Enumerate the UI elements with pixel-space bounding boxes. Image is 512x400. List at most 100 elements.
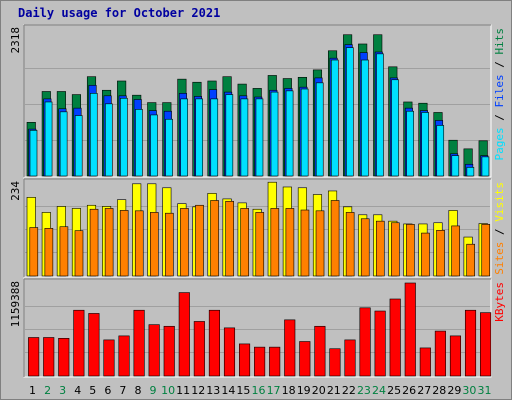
bar-sites-day-27 [421,232,430,277]
bar-kbytes-day-2 [43,337,55,377]
bar-pages-day-28 [436,125,445,177]
day-label-12: 12 [191,384,205,397]
bar-kbytes-day-3 [58,337,70,377]
panel-3: 1159388 KBytes [9,278,506,378]
day-label-7: 7 [119,384,126,397]
bar-sites-day-22 [345,212,355,277]
bar-pages-day-12 [195,98,204,177]
bar-sites-day-11 [180,208,189,277]
bar-kbytes-day-28 [434,330,446,377]
bar-kbytes-day-1 [28,337,40,377]
bar-kbytes-day-9 [148,324,160,377]
bar-pages-day-30 [466,167,475,177]
day-label-8: 8 [134,384,141,397]
bar-kbytes-day-23 [359,307,371,377]
bar-pages-day-18 [285,90,294,177]
bar-sites-day-15 [240,208,250,277]
day-label-16: 16 [252,384,266,397]
day-label-19: 19 [297,384,311,397]
bar-pages-day-7 [120,97,128,177]
bar-kbytes-day-24 [374,310,386,377]
bar-pages-day-26 [406,110,414,177]
bar-sites-day-23 [360,218,370,277]
day-label-3: 3 [59,384,66,397]
bar-kbytes-day-15 [239,343,251,377]
legend: KBytes [493,282,506,322]
bar-pages-day-21 [330,59,339,177]
bar-sites-day-14 [225,200,234,277]
day-label-4: 4 [74,384,81,397]
chart-title: Daily usage for October 2021 [18,6,221,20]
bar-pages-day-1 [29,130,38,177]
bar-pages-day-6 [105,103,113,177]
day-label-20: 20 [312,384,326,397]
bar-kbytes-day-7 [118,335,130,377]
bar-kbytes-day-13 [208,309,220,377]
day-label-10: 10 [161,384,175,397]
bar-sites-day-19 [300,209,310,277]
bar-sites-day-2 [44,228,54,277]
legend-hits: Hits [493,28,506,55]
day-label-31: 31 [477,384,491,397]
day-label-29: 29 [447,384,461,397]
day-label-25: 25 [387,384,401,397]
bar-pages-day-24 [376,53,384,177]
bar-sites-day-5 [89,208,99,277]
bar-sites-day-13 [210,200,219,277]
bar-pages-day-8 [135,109,143,177]
bar-pages-day-23 [361,59,369,177]
legend-separator: / [493,222,506,242]
bar-kbytes-day-25 [389,298,401,377]
bar-pages-day-16 [255,98,264,177]
bar-sites-day-9 [150,212,159,277]
bar-kbytes-day-10 [163,325,175,377]
bar-sites-day-21 [330,200,340,277]
bar-pages-day-27 [421,112,429,177]
legend: Pages / Files / Hits [493,28,506,161]
bar-sites-day-1 [29,227,39,277]
day-label-13: 13 [206,384,220,397]
bar-pages-day-17 [270,91,279,177]
bar-sites-day-8 [134,210,144,277]
bar-kbytes-day-19 [299,341,311,377]
day-label-14: 14 [221,384,235,397]
legend-separator: / [493,55,506,75]
legend-separator: / [493,108,506,128]
bar-sites-day-20 [315,210,325,277]
bar-sites-day-24 [375,220,385,277]
day-label-9: 9 [150,384,157,397]
bar-kbytes-day-31 [480,312,492,377]
bar-kbytes-day-18 [284,319,296,377]
bar-pages-day-15 [240,98,249,177]
bar-pages-day-9 [150,114,158,177]
day-label-6: 6 [104,384,111,397]
bar-sites-day-26 [406,224,415,277]
bar-sites-day-6 [104,208,114,277]
bar-pages-day-14 [225,94,234,177]
legend-kbytes: KBytes [493,282,506,322]
bar-kbytes-day-30 [464,309,477,377]
day-label-18: 18 [282,384,296,397]
bar-kbytes-day-8 [133,309,145,377]
bar-kbytes-day-5 [88,313,100,377]
bar-sites-day-30 [466,243,475,277]
bar-pages-day-19 [300,88,309,177]
y-max-label: 1159388 [9,281,22,327]
day-label-24: 24 [372,384,386,397]
y-max-label: 234 [9,181,22,201]
bar-sites-day-16 [255,212,265,277]
bar-kbytes-day-6 [103,339,115,377]
day-label-15: 15 [236,384,250,397]
day-label-22: 22 [342,384,356,397]
legend-files: Files [493,74,506,107]
bar-sites-day-25 [391,222,400,277]
bar-kbytes-day-4 [73,309,85,377]
bar-sites-day-3 [59,226,69,277]
legend-sites: Sites [493,242,506,275]
day-label-2: 2 [44,384,51,397]
bar-sites-day-31 [481,224,491,277]
bar-pages-day-22 [346,47,354,177]
bar-sites-day-28 [436,229,445,277]
day-label-1: 1 [29,384,36,397]
